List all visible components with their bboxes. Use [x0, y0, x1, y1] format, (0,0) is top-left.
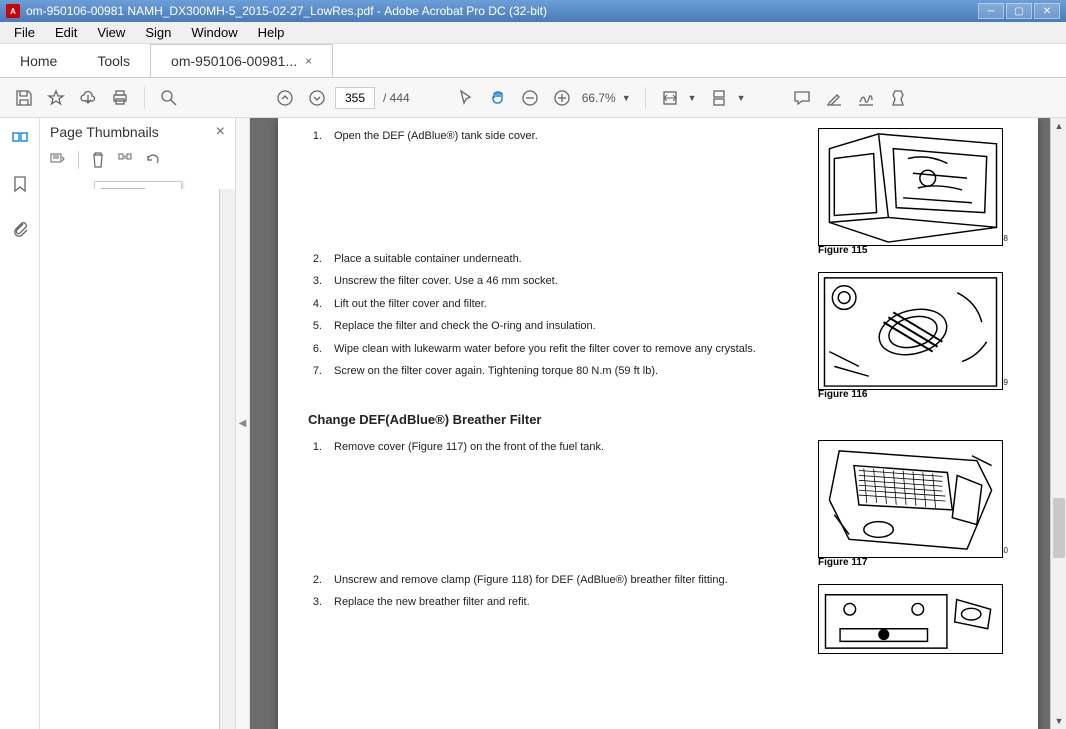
thumb-delete-button[interactable]: [91, 152, 105, 168]
thumb-zoom-button[interactable]: [117, 152, 133, 168]
thumbnails-panel: Page Thumbnails × 354: [40, 118, 236, 729]
tab-tools[interactable]: Tools: [77, 45, 150, 77]
toolbar: / 444 66.7% ▼ ▼ ▼: [0, 78, 1066, 118]
step-num: 2.: [308, 572, 322, 589]
thumbnails-close-icon[interactable]: ×: [216, 123, 225, 141]
step-num: 6.: [308, 341, 322, 358]
step-text: Replace the filter and check the O-ring …: [334, 318, 798, 335]
figure-116: [818, 272, 1003, 390]
step-text: Remove cover (Figure 117) on the front o…: [334, 439, 798, 456]
zoom-out-button[interactable]: [516, 84, 544, 112]
tab-document-label: om-950106-00981...: [171, 53, 297, 69]
step-text: Lift out the filter cover and filter.: [334, 296, 798, 313]
page-up-button[interactable]: [271, 84, 299, 112]
star-button[interactable]: [42, 84, 70, 112]
step-num: 1.: [308, 128, 322, 145]
step-num: 3.: [308, 273, 322, 290]
thumbnails-toolbar: [40, 146, 235, 173]
step-num: 4.: [308, 296, 322, 313]
figure-117: [818, 440, 1003, 558]
search-button[interactable]: [155, 84, 183, 112]
page-total-label: / 444: [383, 91, 410, 105]
step-num: 2.: [308, 251, 322, 268]
menu-view[interactable]: View: [87, 23, 135, 42]
tabbar: Home Tools om-950106-00981... ×: [0, 44, 1066, 78]
menu-help[interactable]: Help: [248, 23, 295, 42]
page-layout-button[interactable]: [705, 84, 733, 112]
document-page: 1. Open the DEF (AdBlue®) tank side cover…: [278, 118, 1038, 729]
zoom-value[interactable]: 66.7%: [582, 91, 616, 105]
step-text: Open the DEF (AdBlue®) tank side cover.: [334, 128, 798, 145]
menu-sign[interactable]: Sign: [135, 23, 181, 42]
step-num: 7.: [308, 363, 322, 380]
figure-label: Figure 116: [818, 389, 1008, 400]
thumbnails-scrollbar[interactable]: [219, 189, 235, 729]
fit-dropdown-icon[interactable]: ▼: [688, 93, 697, 103]
tab-document[interactable]: om-950106-00981... ×: [150, 44, 333, 77]
panel-collapse-handle[interactable]: ◀: [236, 118, 250, 729]
thumbnails-list[interactable]: 354 355: [40, 173, 235, 189]
thumbnails-title: Page Thumbnails: [50, 124, 159, 140]
step-text: Unscrew the filter cover. Use a 46 mm so…: [334, 273, 798, 290]
comment-button[interactable]: [788, 84, 816, 112]
step-text: Place a suitable container underneath.: [334, 251, 798, 268]
menu-window[interactable]: Window: [181, 23, 247, 42]
figure-label: Figure 115: [818, 245, 1008, 256]
left-rail: [0, 118, 40, 729]
hand-tool-button[interactable]: [484, 84, 512, 112]
window-title-app: Adobe Acrobat Pro DC (32-bit): [384, 4, 547, 18]
thumbnail-354[interactable]: 354: [40, 181, 235, 189]
scroll-up-button[interactable]: ▲: [1051, 118, 1066, 134]
step-num: 5.: [308, 318, 322, 335]
save-button[interactable]: [10, 84, 38, 112]
step-text: Replace the new breather filter and refi…: [334, 594, 798, 611]
menu-edit[interactable]: Edit: [45, 23, 87, 42]
close-window-button[interactable]: ✕: [1034, 3, 1060, 19]
sign-button[interactable]: [852, 84, 880, 112]
thumb-options-button[interactable]: [50, 152, 66, 168]
bookmark-rail-button[interactable]: [6, 170, 34, 198]
page-number-input[interactable]: [335, 87, 375, 109]
window-controls: ─ ▢ ✕: [978, 3, 1060, 19]
zoom-dropdown-icon[interactable]: ▼: [622, 93, 631, 103]
step-text: Unscrew and remove clamp (Figure 118) fo…: [334, 572, 798, 589]
scroll-down-button[interactable]: ▼: [1051, 713, 1066, 729]
pdf-icon: A: [6, 4, 20, 18]
document-scrollbar[interactable]: ▲ ▼: [1050, 118, 1066, 729]
tab-home[interactable]: Home: [0, 45, 77, 77]
highlight-button[interactable]: [820, 84, 848, 112]
step-text: Wipe clean with lukewarm water before yo…: [334, 341, 798, 358]
select-tool-button[interactable]: [452, 84, 480, 112]
figure-115: [818, 128, 1003, 246]
scrollbar-thumb[interactable]: [1053, 498, 1065, 558]
fit-width-button[interactable]: [656, 84, 684, 112]
zoom-in-button[interactable]: [548, 84, 576, 112]
cloud-button[interactable]: [74, 84, 102, 112]
menu-file[interactable]: File: [4, 23, 45, 42]
page-down-button[interactable]: [303, 84, 331, 112]
main-area: Page Thumbnails × 354: [0, 118, 1066, 729]
step-text: Screw on the filter cover again. Tighten…: [334, 363, 798, 380]
menubar: File Edit View Sign Window Help: [0, 22, 1066, 44]
figure-118: [818, 584, 1003, 654]
tab-close-icon[interactable]: ×: [305, 54, 312, 68]
print-button[interactable]: [106, 84, 134, 112]
thumb-rotate-button[interactable]: [145, 152, 161, 168]
maximize-button[interactable]: ▢: [1006, 3, 1032, 19]
document-view[interactable]: 1. Open the DEF (AdBlue®) tank side cover…: [250, 118, 1066, 729]
window-titlebar: A om-950106-00981 NAMH_DX300MH-5_2015-02…: [0, 0, 1066, 22]
figure-label: Figure 117: [818, 557, 1008, 568]
minimize-button[interactable]: ─: [978, 3, 1004, 19]
section-heading: Change DEF(AdBlue®) Breather Filter: [308, 410, 798, 430]
thumbnails-rail-button[interactable]: [6, 126, 34, 154]
thumbnails-header: Page Thumbnails ×: [40, 118, 235, 146]
layout-dropdown-icon[interactable]: ▼: [737, 93, 746, 103]
window-title-sep: -: [374, 4, 385, 18]
step-num: 1.: [308, 439, 322, 456]
attachment-rail-button[interactable]: [6, 214, 34, 242]
step-num: 3.: [308, 594, 322, 611]
window-title-filename: om-950106-00981 NAMH_DX300MH-5_2015-02-2…: [26, 4, 374, 18]
stamp-button[interactable]: [884, 84, 912, 112]
